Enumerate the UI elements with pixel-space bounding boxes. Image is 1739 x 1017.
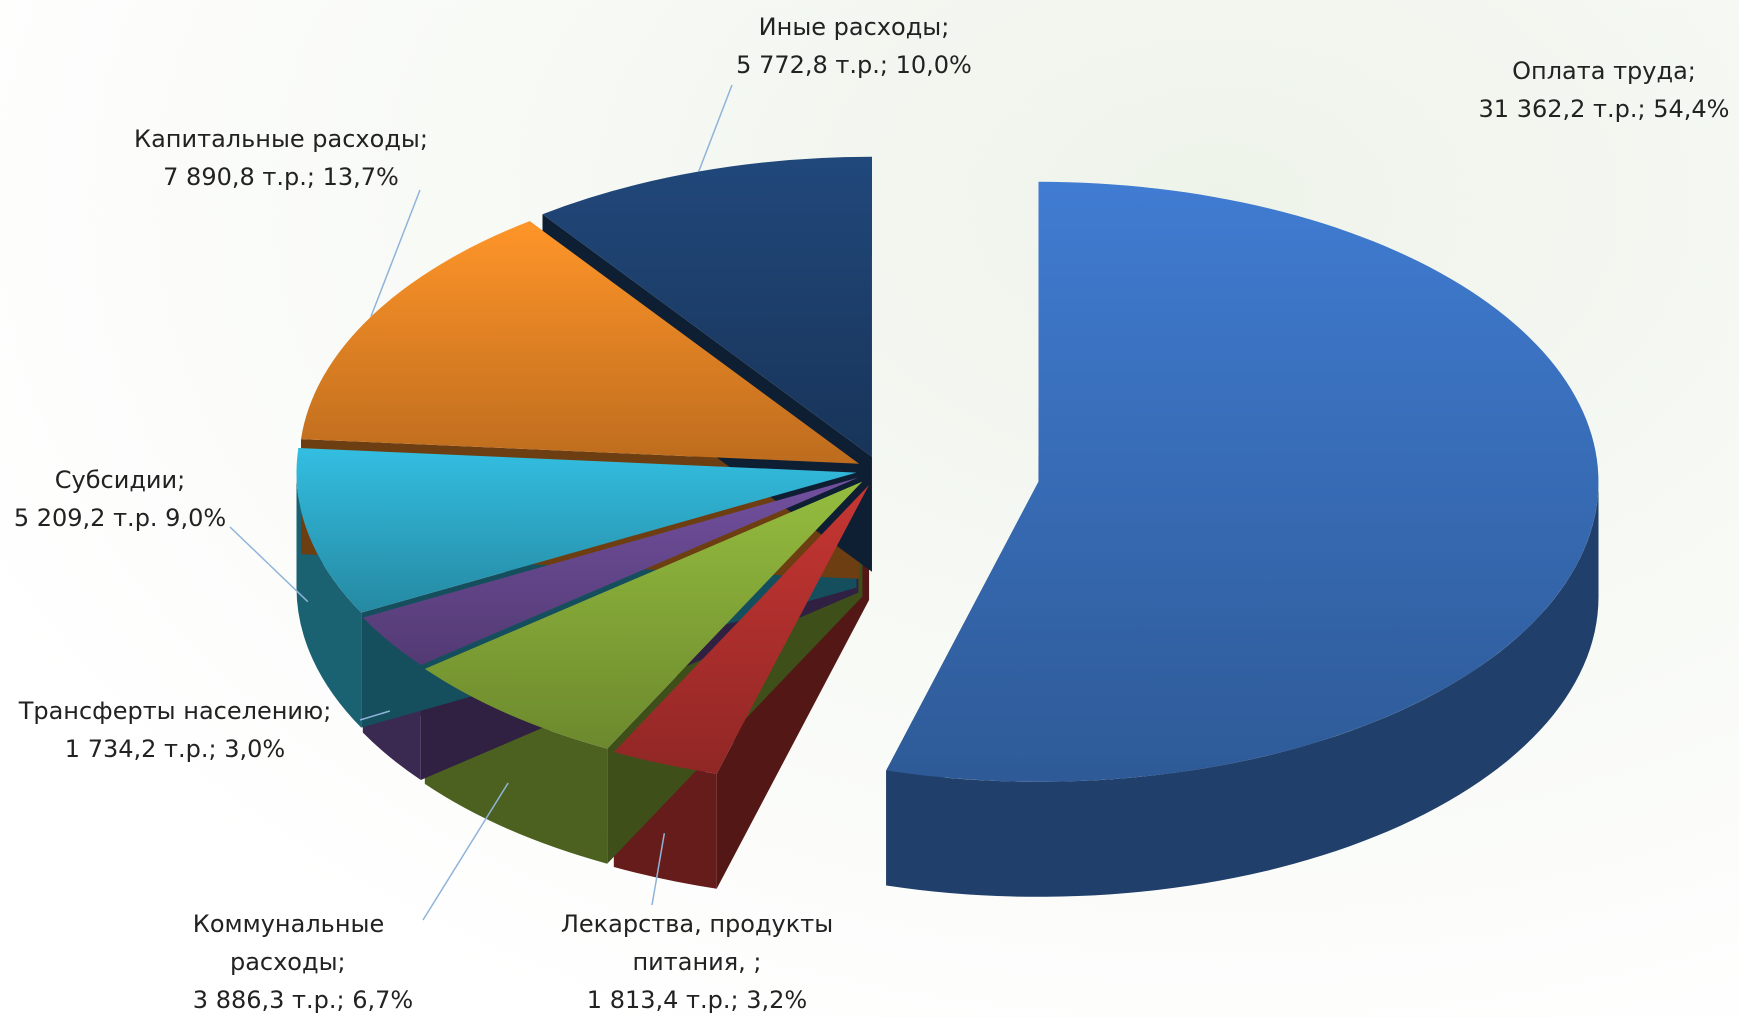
leader-line	[229, 526, 309, 603]
category-label: Лекарства, продукты питания, ;	[560, 910, 834, 976]
category-label: Иные расходы;	[758, 13, 950, 41]
slice-tops	[296, 156, 1599, 782]
slice-top	[301, 221, 860, 464]
value-label: 1 813,4 т.р.; 3,2%	[586, 986, 808, 1014]
data-label: Лекарства, продукты питания, ; 1 813,4 т.…	[547, 905, 847, 1017]
slice-side	[886, 481, 1599, 897]
data-label: Капитальные расходы; 7 890,8 т.р.; 13,7%	[134, 120, 428, 196]
leader-line	[698, 84, 733, 172]
value-label: 3 886,3 т.р.; 6,7%	[192, 986, 414, 1014]
leader-line	[422, 782, 509, 921]
slice-side	[296, 472, 362, 728]
value-label: 1 734,2 т.р.; 3,0%	[64, 735, 286, 763]
data-label: Субсидии; 5 209,2 т.р. 9,0%	[14, 461, 226, 537]
category-label: Оплата труда;	[1512, 57, 1696, 85]
data-label: Трансферты населению; 1 734,2 т.р.; 3,0%	[19, 692, 332, 768]
value-label: 31 362,2 т.р.; 54,4%	[1478, 95, 1730, 123]
leader-line	[651, 833, 666, 906]
data-label: Коммунальные расходы; 3 886,3 т.р.; 6,7%	[193, 905, 413, 1017]
category-label: Капитальные расходы;	[134, 125, 428, 153]
value-label: 5 209,2 т.р. 9,0%	[13, 504, 227, 532]
slice-top	[542, 156, 872, 457]
data-label: Оплата труда; 31 362,2 т.р.; 54,4%	[1479, 52, 1730, 128]
data-label: Иные расходы; 5 772,8 т.р.; 10,0%	[736, 8, 972, 84]
leader-line	[370, 189, 421, 318]
category-label: Трансферты населению;	[18, 697, 332, 725]
value-label: 7 890,8 т.р.; 13,7%	[163, 163, 399, 191]
leader-line	[359, 710, 391, 721]
slice-top	[424, 481, 863, 749]
slice-top	[886, 181, 1599, 782]
value-label: 5 772,8 т.р.; 10,0%	[736, 51, 972, 79]
category-label: Коммунальные расходы;	[192, 910, 385, 976]
slice-top	[613, 484, 870, 774]
slice-top	[362, 477, 859, 665]
category-label: Субсидии;	[54, 466, 186, 494]
slice-top	[296, 448, 857, 613]
